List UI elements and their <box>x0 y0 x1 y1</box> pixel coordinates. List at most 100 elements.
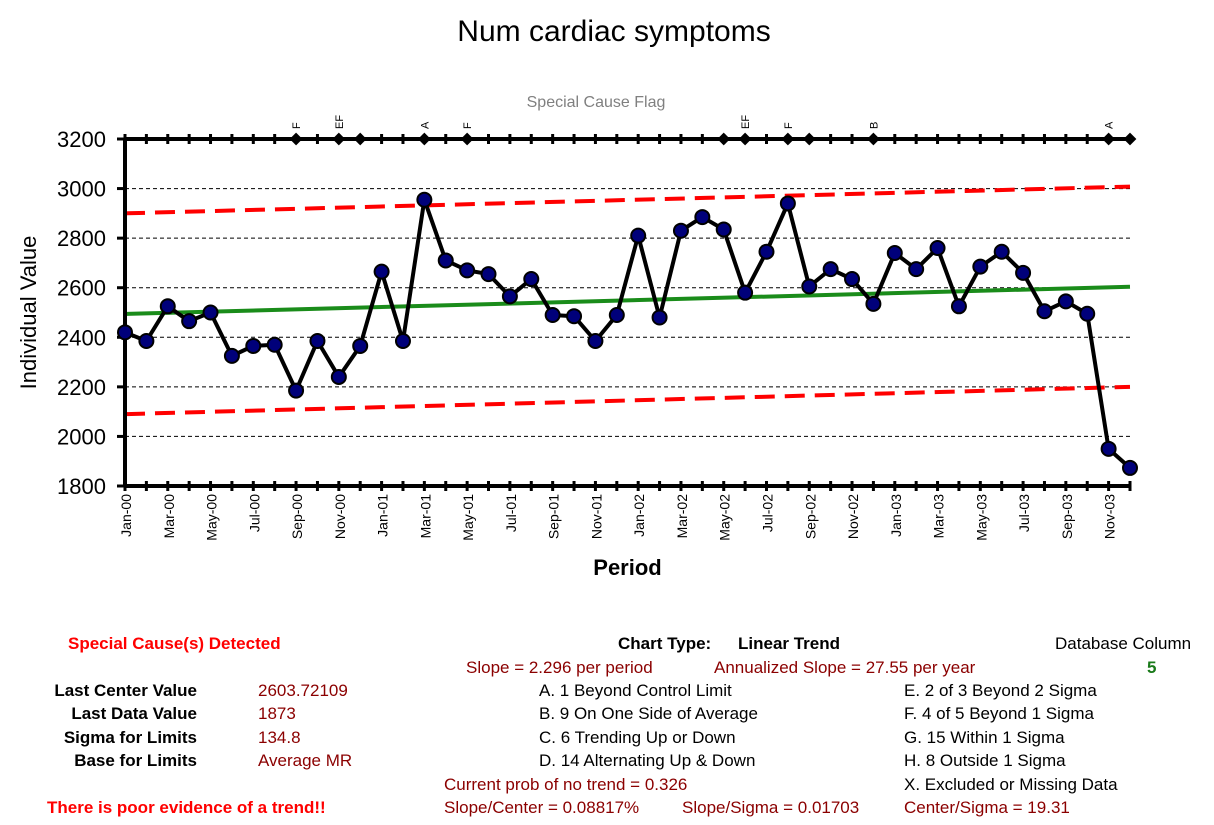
data-point <box>801 278 818 295</box>
y-tick-label: 2400 <box>57 325 106 350</box>
x-tick-label: Sep-03 <box>1059 494 1075 539</box>
chart-title: Num cardiac symptoms <box>457 15 770 48</box>
rule-e: E. 2 of 3 Beyond 2 Sigma <box>904 681 1097 700</box>
flag-marker <box>867 132 880 146</box>
x-tick-label: Nov-02 <box>845 494 861 539</box>
data-point <box>844 271 861 288</box>
y-axis-label: Individual Value <box>16 236 41 390</box>
data-point <box>523 271 540 288</box>
data-series-line <box>124 197 1132 470</box>
y-tick-label: 3200 <box>57 127 106 152</box>
y-tick-label: 2600 <box>57 276 106 301</box>
data-point <box>352 337 369 354</box>
data-point <box>993 243 1010 260</box>
rule-g: G. 15 Within 1 Sigma <box>904 728 1065 747</box>
flag-marker <box>738 132 752 146</box>
data-point <box>1079 305 1096 322</box>
data-point <box>694 209 711 226</box>
data-point <box>288 382 305 399</box>
data-point <box>138 333 155 350</box>
data-point <box>758 243 775 260</box>
x-tick-label: Jul-00 <box>246 494 262 532</box>
database-column-value: 5 <box>1147 658 1157 677</box>
flag-marker <box>781 132 795 146</box>
chart-type-label: Chart Type: <box>618 634 712 653</box>
data-point <box>587 333 604 350</box>
x-tick-label: Jan-03 <box>888 494 904 537</box>
x-tick-label: Sep-01 <box>546 494 562 539</box>
data-point <box>972 258 989 275</box>
data-point <box>737 284 754 301</box>
flag-marker <box>1102 132 1115 146</box>
slope-center: Slope/Center = 0.08817% <box>444 798 640 817</box>
rule-b: B. 9 On One Side of Average <box>539 704 758 723</box>
flag-label: A <box>419 121 431 129</box>
data-point <box>480 266 497 283</box>
data-point <box>181 313 198 330</box>
data-point <box>1122 459 1138 476</box>
data-point <box>1100 440 1117 457</box>
data-point <box>950 298 967 315</box>
data-point <box>159 298 176 315</box>
database-column-label: Database Column <box>1055 634 1192 653</box>
flag-label: F <box>783 122 795 129</box>
x-tick-label: Nov-03 <box>1102 494 1118 539</box>
x-tick-label: Mar-02 <box>674 494 690 539</box>
x-tick-label: Mar-01 <box>417 494 433 539</box>
x-tick-label: Mar-00 <box>161 494 177 539</box>
sigma-value: 134.8 <box>258 728 301 747</box>
data-point <box>1015 264 1032 281</box>
x-tick-label: Nov-01 <box>588 494 604 539</box>
ucl-line <box>124 184 1131 216</box>
data-point <box>630 227 647 244</box>
y-tick-label: 2000 <box>57 424 106 449</box>
x-tick-label: May-00 <box>204 494 220 541</box>
data-point <box>394 333 411 350</box>
last-data-label: Last Data Value <box>71 704 197 723</box>
rule-f: F. 4 of 5 Beyond 1 Sigma <box>904 704 1094 723</box>
rule-d: D. 14 Alternating Up & Down <box>539 751 756 770</box>
rule-a: A. 1 Beyond Control Limit <box>539 681 732 700</box>
flag-marker <box>460 132 474 146</box>
x-tick-label: Jan-01 <box>375 494 391 537</box>
data-point <box>865 295 882 312</box>
data-point <box>117 324 133 341</box>
x-tick-label: May-03 <box>973 494 989 541</box>
flag-label: F <box>462 122 474 129</box>
x-tick-label: May-01 <box>460 494 476 541</box>
flag-label: EF <box>740 115 752 129</box>
x-tick-label: Nov-00 <box>332 494 348 539</box>
data-point <box>459 262 476 279</box>
data-point <box>373 263 390 280</box>
x-tick-label: Sep-00 <box>289 494 305 539</box>
flag-marker <box>353 132 367 146</box>
chart-subtitle: Special Cause Flag <box>527 94 666 111</box>
annualized-slope-text: Annualized Slope = 27.55 per year <box>714 658 976 677</box>
data-point <box>544 306 561 323</box>
x-tick-label: Jul-03 <box>1016 494 1032 532</box>
data-point <box>715 221 732 238</box>
last-data-value: 1873 <box>258 704 296 723</box>
data-point <box>309 333 326 350</box>
base-label: Base for Limits <box>74 751 197 770</box>
flag-marker <box>289 132 303 146</box>
rule-x: X. Excluded or Missing Data <box>904 775 1118 794</box>
base-value: Average MR <box>258 751 353 770</box>
y-tick-label: 3000 <box>57 177 106 202</box>
flag-label: A <box>1104 121 1116 129</box>
data-point <box>651 309 668 326</box>
lcl-line <box>124 384 1131 417</box>
data-point <box>1057 293 1074 310</box>
flag-marker <box>717 132 731 146</box>
data-point <box>779 195 796 212</box>
flag-label: B <box>868 122 880 129</box>
trend-warning: There is poor evidence of a trend!! <box>47 798 326 817</box>
slope-sigma: Slope/Sigma = 0.01703 <box>682 798 860 817</box>
control-chart: Num cardiac symptoms Special Cause Flag 18… <box>16 15 1138 580</box>
special-cause-detected: Special Cause(s) Detected <box>68 634 281 653</box>
x-tick-label: Mar-03 <box>931 494 947 539</box>
sigma-label: Sigma for Limits <box>63 728 197 747</box>
data-point <box>822 261 839 278</box>
data-point <box>501 288 518 305</box>
chart-type-value: Linear Trend <box>738 634 841 653</box>
